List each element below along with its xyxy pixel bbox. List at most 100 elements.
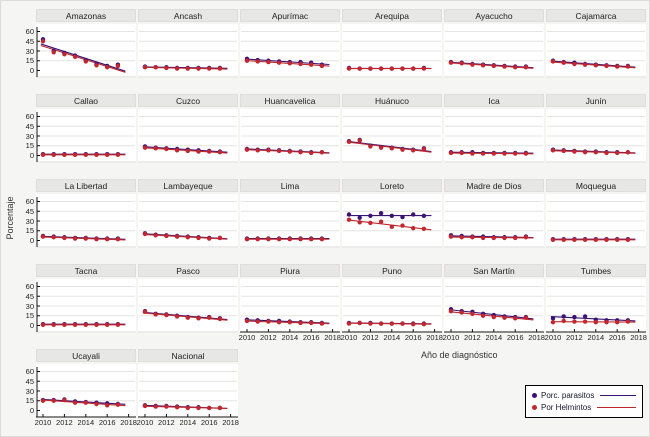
facet-plot <box>342 24 442 78</box>
facet-hu-nuco: Huánuco <box>342 94 442 163</box>
x-tick-label: 2014 <box>77 418 95 427</box>
facet-title: Loreto <box>342 179 442 192</box>
y-tick-label: 15 <box>25 396 34 406</box>
y-tick-label: 60 <box>25 112 34 121</box>
facet-plot <box>342 109 442 163</box>
facet-apur-mac: Apurímac <box>240 9 340 78</box>
x-tick-label: 2012 <box>464 333 481 342</box>
facet-title: Ancash <box>138 9 238 22</box>
facet-title: Pasco <box>138 264 238 277</box>
facet-title: Callao <box>36 94 136 107</box>
facet-plot <box>138 364 238 418</box>
facet-ayacucho: Ayacucho <box>444 9 544 78</box>
x-tick-row: 2010 2012 2014 2016 2018 <box>137 418 239 427</box>
facet-pasco: Pasco <box>138 264 238 333</box>
x-tick-row: 2010 2012 2014 2016 2018 <box>443 333 545 342</box>
facet-callao: Callao 0 15 30 45 60 <box>26 94 136 163</box>
facet-title: Amazonas <box>36 9 136 22</box>
x-tick-label: 2018 <box>120 418 137 427</box>
y-tick-label: 0 <box>29 321 34 330</box>
facet-title: Cajamarca <box>546 9 646 22</box>
x-tick-label: 2018 <box>426 333 443 342</box>
facet-plot <box>36 194 136 248</box>
x-tick-label: 2014 <box>485 333 503 342</box>
facet-tumbes: Tumbes 2010 2012 2014 2016 2018 <box>545 264 647 342</box>
x-tick-label: 2014 <box>383 333 401 342</box>
facet-plot <box>138 24 238 78</box>
y-tick-label: 45 <box>25 376 34 386</box>
facet-title: San Martín <box>444 264 544 277</box>
x-tick-label: 2012 <box>566 333 583 342</box>
facet-plot <box>546 109 646 163</box>
facet-ica: Ica <box>444 94 544 163</box>
x-tick-label: 2016 <box>506 333 524 342</box>
facet-title: Apurímac <box>240 9 340 22</box>
facet-moquegua: Moquegua <box>546 179 646 248</box>
parasitos-line-icon <box>600 395 636 396</box>
facet-title: Junín <box>546 94 646 107</box>
x-tick-row: 2010 2012 2014 2016 2018 <box>341 333 443 342</box>
x-tick-row: 2010 2012 2014 2016 2018 <box>239 333 341 342</box>
facet-title: La Libertad <box>36 179 136 192</box>
facet-title: Lima <box>240 179 340 192</box>
x-tick-label: 2016 <box>98 418 116 427</box>
x-axis-title: Año de diagnóstico <box>421 350 498 360</box>
facet-plot <box>546 279 646 333</box>
y-tick-label: 45 <box>25 291 34 301</box>
x-tick-label: 2016 <box>302 333 320 342</box>
facet-plot <box>546 194 646 248</box>
facet-title: Nacional <box>138 349 238 362</box>
y-tick-label: 30 <box>25 46 34 56</box>
facet-plot <box>444 24 544 78</box>
facet-plot <box>240 24 340 78</box>
y-tick-label: 45 <box>25 36 34 46</box>
y-tick-label: 45 <box>25 206 34 216</box>
x-tick-label: 2010 <box>442 333 460 342</box>
facet-title: Cuzco <box>138 94 238 107</box>
facet-title: Huancavelica <box>240 94 340 107</box>
facet-plot <box>36 279 136 333</box>
y-tick-label: 30 <box>25 216 34 226</box>
facet-plot <box>240 194 340 248</box>
y-tick-label: 15 <box>25 56 34 66</box>
facet-title: Huánuco <box>342 94 442 107</box>
facet-plot <box>240 279 340 333</box>
x-tick-label: 2010 <box>34 418 52 427</box>
facet-san-mart-n: San Martín 2010 2012 2014 2016 2018 <box>443 264 545 342</box>
facet-title: Ucayali <box>36 349 136 362</box>
x-tick-row: 2010 2012 2014 2016 2018 <box>545 333 647 342</box>
facet-title: Moquegua <box>546 179 646 192</box>
y-tick-label: 15 <box>25 311 34 321</box>
y-tick-label: 30 <box>25 131 34 141</box>
facet-jun-n: Junín <box>546 94 646 163</box>
x-tick-label: 2018 <box>528 333 545 342</box>
facet-plot <box>36 364 136 418</box>
facet-loreto: Loreto <box>342 179 442 248</box>
legend-item-parasitos: Porc. parasitos <box>532 391 636 400</box>
facet-plot <box>444 109 544 163</box>
facet-grid: Amazonas 0 15 30 45 60 Ancash Apurímac Arequipa A… <box>26 9 648 434</box>
y-tick-label: 45 <box>25 121 34 131</box>
helmintos-line-icon <box>597 407 636 408</box>
facet-puno: Puno 2010 2012 2014 2016 2018 <box>341 264 443 342</box>
y-tick-label: 0 <box>29 236 34 245</box>
legend-item-helmintos: Por Helmintos <box>532 403 636 412</box>
facet-plot <box>444 194 544 248</box>
facet-title: Ayacucho <box>444 9 544 22</box>
x-tick-label: 2014 <box>281 333 299 342</box>
facet-title: Madre de Dios <box>444 179 544 192</box>
y-tick-label: 60 <box>25 367 34 376</box>
helmintos-dot-icon <box>532 405 537 410</box>
legend: Porc. parasitos Por Helmintos <box>525 385 643 418</box>
x-tick-label: 2016 <box>200 418 218 427</box>
facet-plot <box>36 109 136 163</box>
facet-plot <box>240 109 340 163</box>
facet-tacna: Tacna 0 15 30 45 60 <box>26 264 136 333</box>
x-tick-label: 2010 <box>340 333 358 342</box>
facet-plot <box>138 279 238 333</box>
y-tick-label: 60 <box>25 27 34 36</box>
x-tick-label: 2014 <box>587 333 605 342</box>
facet-title: Lambayeque <box>138 179 238 192</box>
facet-title: Tumbes <box>546 264 646 277</box>
x-tick-label: 2012 <box>158 418 175 427</box>
